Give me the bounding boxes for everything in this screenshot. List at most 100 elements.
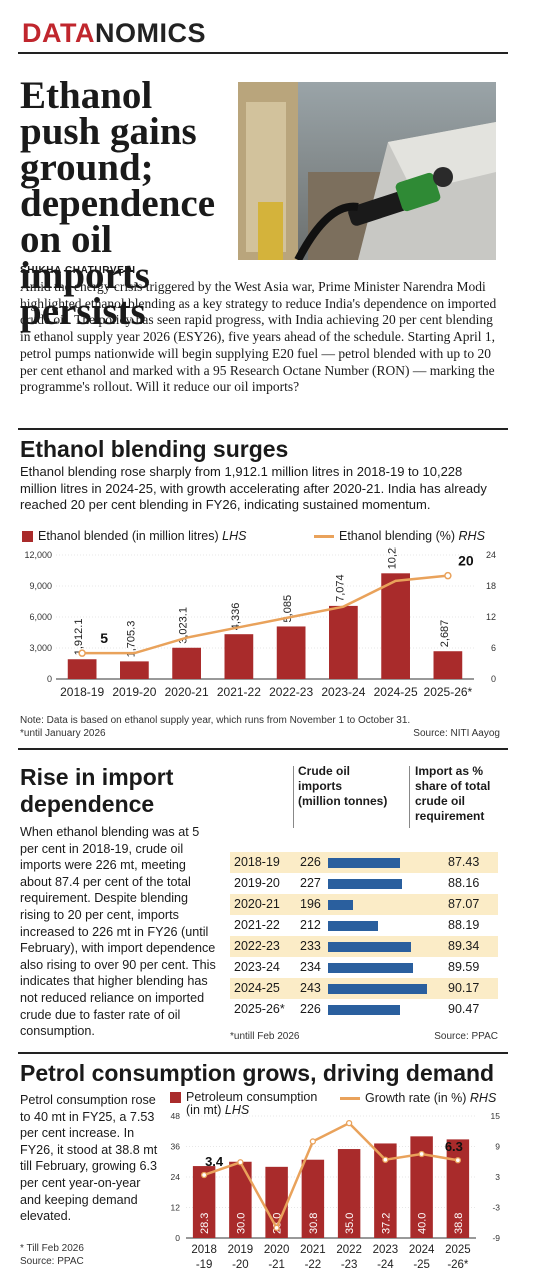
x-tick-label: 2025-26* — [424, 685, 473, 699]
col2-line2: share of total — [415, 779, 491, 793]
legend-ethanol-blended: Ethanol blended (in million litres) LHS — [22, 529, 246, 543]
line-point-label: 6.3 — [445, 1139, 463, 1154]
y-tick-right: -3 — [492, 1203, 500, 1213]
x-tick-label: 2023-24 — [321, 685, 365, 699]
col1-line3: (million tonnes) — [298, 794, 388, 808]
line-point — [237, 1159, 244, 1166]
y-tick-right: 6 — [491, 643, 496, 653]
x-tick-label: -26* — [447, 1259, 469, 1271]
row-imports: 226 — [300, 855, 321, 869]
brand-part-2: NOMICS — [94, 18, 206, 48]
legend-petrol-consumption: Petroleum consumption (in mt) LHS — [170, 1091, 317, 1117]
x-tick-label: 2022-23 — [269, 685, 313, 699]
legend-line-label: Ethanol blending (%) — [339, 529, 456, 543]
bar-value-label: 1,912.1 — [73, 619, 85, 656]
x-tick-label: 2021-22 — [217, 685, 261, 699]
bar — [120, 661, 149, 679]
col1-line1: Crude oil — [298, 764, 351, 778]
bar-value-label: 38.8 — [453, 1213, 465, 1234]
legend-line-tag: RHS — [458, 529, 485, 543]
legend-bar-tag: LHS — [222, 529, 247, 543]
byline: SHIKHA CHATURVEDI — [20, 265, 136, 276]
row-imports: 234 — [300, 960, 321, 974]
section2-title-line1: Rise in import — [20, 764, 174, 790]
col2-line1: Import as % — [415, 764, 484, 778]
headline: Ethanol push gains ground; dependence on… — [20, 74, 215, 333]
x-tick-label: 2018 — [191, 1244, 217, 1256]
import-bar — [328, 879, 402, 889]
table-row: 2024-25 243 90.17 — [230, 978, 498, 999]
section1-text: Ethanol blending rose sharply from 1,912… — [20, 464, 487, 512]
row-share: 88.19 — [448, 918, 480, 932]
y-tick-right: 18 — [486, 581, 496, 591]
table-row: 2020-21 196 87.07 — [230, 894, 498, 915]
y-tick-left: 12 — [171, 1203, 181, 1213]
y-tick-left: 24 — [171, 1172, 181, 1182]
row-share: 90.17 — [448, 981, 480, 995]
legend-line-swatch — [314, 535, 334, 539]
line-point — [273, 1224, 280, 1231]
section2-text: When ethanol blending was at 5 per cent … — [20, 825, 216, 1039]
bar — [192, 1166, 216, 1238]
table-row: 2023-24 234 89.59 — [230, 957, 498, 978]
petrol-consumption-chart: 48 36 24 12 0 15 9 3 -3 -9 28.3 2018 -19 30.0 2019 -20 2… — [171, 1111, 501, 1271]
row-share: 89.59 — [448, 960, 480, 974]
legend-growth-rate: Growth rate (in %) RHS — [340, 1091, 496, 1105]
table-row: 2025-26* 226 90.47 — [230, 999, 498, 1020]
line-point — [309, 1138, 317, 1145]
y-tick-left: 48 — [171, 1111, 181, 1121]
bar — [337, 1149, 361, 1238]
y-tick-right: 24 — [486, 550, 496, 560]
y-tick-left: 3,000 — [29, 643, 52, 653]
section2-source: Source: PPAC — [434, 1031, 498, 1042]
legend-bar-swatch — [22, 531, 33, 543]
y-tick-left: 9,000 — [29, 581, 52, 591]
x-tick-label: -23 — [341, 1259, 358, 1271]
table-row: 2018-19 226 87.43 — [230, 852, 498, 873]
y-tick-right: 15 — [491, 1111, 501, 1121]
row-year: 2021-22 — [234, 918, 280, 932]
brand-logo: DATANOMICS — [22, 18, 206, 49]
row-imports: 212 — [300, 918, 321, 932]
legend3-line-label: Growth rate (in %) — [365, 1091, 467, 1105]
bar — [301, 1159, 325, 1238]
bar — [329, 605, 358, 679]
x-tick-label: -19 — [196, 1259, 213, 1271]
x-tick-label: 2023 — [373, 1244, 399, 1256]
y-tick-right: 3 — [495, 1172, 500, 1182]
col-header-share: Import as % share of total crude oil req… — [415, 764, 510, 824]
import-bar — [328, 921, 378, 931]
x-tick-label: 2021 — [300, 1244, 326, 1256]
bar-value-label: 7,074 — [334, 574, 346, 602]
bar — [381, 573, 410, 679]
row-imports: 233 — [300, 939, 321, 953]
y-tick-left: 6,000 — [29, 612, 52, 622]
x-tick-label: 2022 — [336, 1244, 362, 1256]
section3-footnote: * Till Feb 2026 — [20, 1243, 84, 1254]
y-tick-right: 9 — [495, 1142, 500, 1152]
growth-rate-line — [203, 1121, 459, 1231]
col-divider-1 — [293, 766, 294, 828]
line-point-label: 5 — [100, 630, 108, 646]
legend-bar-label: Ethanol blended (in million litres) — [38, 529, 219, 543]
legend3-bar-label-2: (in mt) — [186, 1103, 222, 1117]
table-row: 2019-20 227 88.16 — [230, 873, 498, 894]
legend-ethanol-blending-pct: Ethanol blending (%) RHS — [314, 529, 485, 543]
bar-value-label: 3,023.1 — [178, 607, 190, 644]
x-tick-label: 2024 — [409, 1244, 435, 1256]
import-bar — [328, 963, 413, 973]
col2-line4: requirement — [415, 809, 485, 823]
line-point — [200, 1171, 208, 1179]
row-imports: 226 — [300, 1002, 321, 1016]
bar-value-label: 40.0 — [417, 1213, 429, 1234]
bar — [276, 626, 306, 679]
legend3-line-tag: RHS — [469, 1091, 497, 1105]
bar — [229, 1161, 252, 1238]
section2-footnote: *untill Feb 2026 — [230, 1031, 300, 1042]
bar-value-label: 4,336 — [230, 603, 242, 631]
bar-value-label: 2,687 — [439, 620, 451, 648]
brand-part-1: DATA — [22, 18, 95, 48]
section3-title: Petrol consumption grows, driving demand — [20, 1060, 495, 1086]
bar-value-label: 1,705.3 — [125, 621, 137, 658]
row-year: 2023-24 — [234, 960, 280, 974]
